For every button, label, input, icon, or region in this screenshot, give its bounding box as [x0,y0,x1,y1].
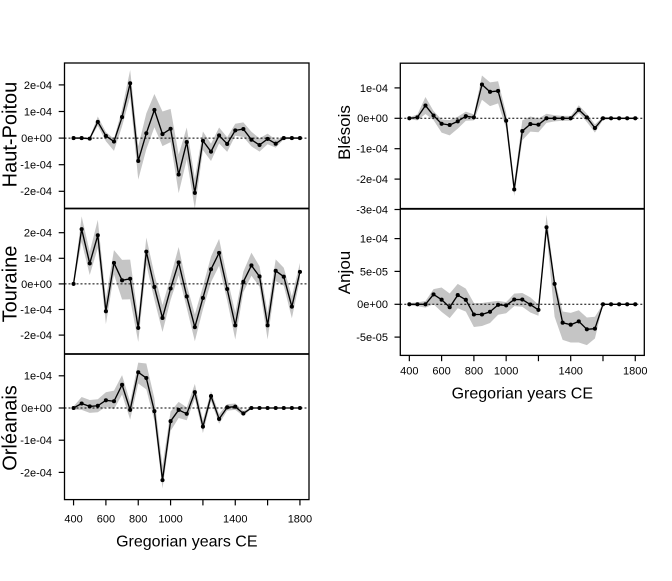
svg-text:1800: 1800 [288,513,312,525]
svg-text:-1e-04: -1e-04 [20,435,52,447]
svg-text:-1e-04: -1e-04 [20,304,52,316]
svg-text:0e+00: 0e+00 [21,403,52,415]
svg-text:-5e-05: -5e-05 [356,332,388,344]
svg-text:0e+00: 0e+00 [21,279,52,291]
svg-text:1e-04: 1e-04 [360,83,388,95]
svg-text:0e+00: 0e+00 [357,299,388,311]
svg-text:600: 600 [97,513,115,525]
svg-text:Gregorian years CE: Gregorian years CE [116,533,257,550]
svg-text:1400: 1400 [558,366,582,378]
svg-text:1000: 1000 [158,513,182,525]
svg-text:1400: 1400 [223,513,247,525]
svg-text:-1e-04: -1e-04 [20,160,52,172]
svg-text:800: 800 [465,366,483,378]
svg-text:-2e-04: -2e-04 [20,330,52,342]
svg-text:1e-04: 1e-04 [360,234,388,246]
svg-text:1e-04: 1e-04 [24,371,52,383]
svg-text:-2e-04: -2e-04 [20,467,52,479]
svg-text:0e+00: 0e+00 [357,113,388,125]
svg-text:2e-04: 2e-04 [24,228,52,240]
svg-text:-2e-04: -2e-04 [356,174,388,186]
svg-text:1000: 1000 [494,366,518,378]
svg-text:5e-05: 5e-05 [360,266,388,278]
svg-text:600: 600 [432,366,450,378]
svg-text:2e-04: 2e-04 [24,80,52,92]
svg-text:Orléanais: Orléanais [0,385,22,471]
svg-text:-2e-04: -2e-04 [20,186,52,198]
svg-text:1e-04: 1e-04 [24,106,52,118]
svg-text:800: 800 [129,513,147,525]
svg-text:400: 400 [64,513,82,525]
svg-text:Anjou: Anjou [335,251,354,294]
svg-text:Blésois: Blésois [335,105,354,160]
svg-text:400: 400 [400,366,418,378]
svg-text:1800: 1800 [623,366,647,378]
svg-text:1e-04: 1e-04 [24,253,52,265]
svg-text:-1e-04: -1e-04 [356,144,388,156]
svg-text:Touraine: Touraine [0,246,22,323]
svg-text:Haut-Poitou: Haut-Poitou [0,82,22,188]
svg-text:0e+00: 0e+00 [21,133,52,145]
svg-text:Gregorian years CE: Gregorian years CE [452,386,593,403]
svg-text:-3e-04: -3e-04 [356,204,388,216]
